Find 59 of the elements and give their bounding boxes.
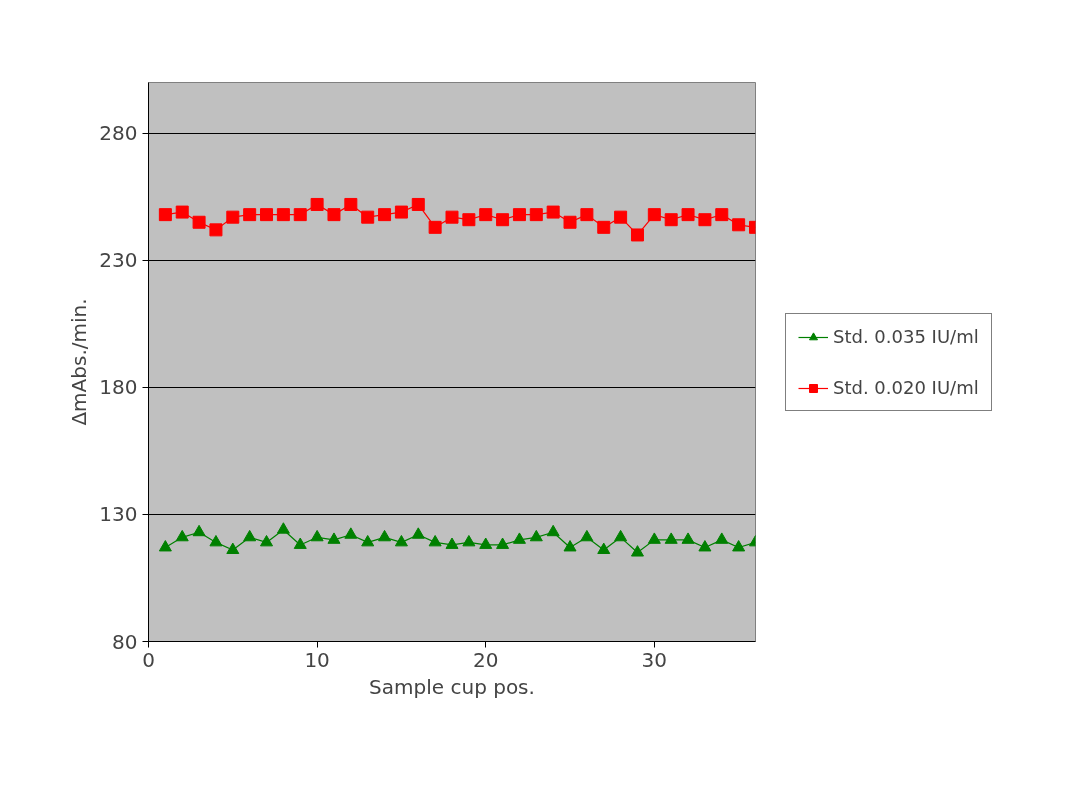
y-axis-title: ΔmAbs./min. bbox=[67, 298, 92, 426]
point bbox=[698, 213, 712, 227]
point bbox=[158, 208, 172, 222]
point bbox=[293, 208, 307, 222]
point bbox=[209, 534, 223, 547]
x-tick-label: 20 bbox=[473, 647, 499, 672]
y-tick-label: 80 bbox=[112, 629, 138, 654]
point bbox=[243, 208, 257, 222]
point bbox=[394, 534, 408, 547]
legend-label: Std. 0.035 IU/ml bbox=[833, 326, 979, 347]
point bbox=[732, 218, 746, 232]
point bbox=[664, 213, 678, 227]
point bbox=[394, 205, 408, 219]
x-tick-label: 30 bbox=[641, 647, 668, 672]
point bbox=[630, 545, 644, 557]
y-tick-label: 180 bbox=[99, 375, 138, 400]
point bbox=[327, 532, 341, 544]
point bbox=[428, 220, 442, 234]
point bbox=[260, 534, 274, 547]
y-tick-label: 230 bbox=[99, 248, 138, 273]
point bbox=[563, 540, 577, 552]
point bbox=[327, 208, 341, 222]
point bbox=[698, 540, 712, 552]
point bbox=[310, 197, 324, 211]
point bbox=[462, 213, 476, 227]
point bbox=[512, 532, 526, 544]
x-tick-label: 0 bbox=[142, 647, 155, 672]
point bbox=[529, 208, 543, 222]
point bbox=[445, 210, 459, 224]
point bbox=[462, 534, 476, 547]
point bbox=[681, 208, 695, 222]
point bbox=[479, 208, 493, 222]
legend-label: Std. 0.020 IU/ml bbox=[833, 377, 979, 398]
point bbox=[361, 534, 375, 547]
y-tick-label: 130 bbox=[99, 502, 138, 527]
point bbox=[378, 208, 392, 222]
point bbox=[175, 205, 189, 219]
point bbox=[445, 537, 459, 549]
point bbox=[260, 208, 274, 222]
point bbox=[293, 537, 307, 549]
point bbox=[715, 208, 729, 222]
point bbox=[496, 213, 510, 227]
point bbox=[580, 208, 594, 222]
point bbox=[276, 208, 290, 222]
point bbox=[158, 540, 172, 552]
point bbox=[597, 542, 611, 554]
point bbox=[732, 540, 746, 552]
point bbox=[512, 208, 526, 222]
point bbox=[192, 215, 206, 229]
x-tick-label: 10 bbox=[304, 647, 330, 672]
point bbox=[630, 228, 644, 242]
point bbox=[276, 522, 290, 534]
x-axis-title: Sample cup pos. bbox=[369, 674, 535, 699]
y-tick-label: 280 bbox=[99, 121, 138, 146]
point bbox=[209, 223, 223, 237]
point bbox=[546, 205, 560, 219]
point bbox=[563, 215, 577, 229]
point bbox=[428, 534, 442, 547]
point bbox=[226, 542, 240, 554]
